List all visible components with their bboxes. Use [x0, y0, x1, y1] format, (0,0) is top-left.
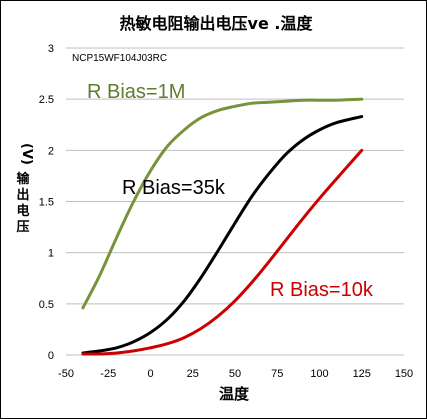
series-line-0	[81, 97, 364, 310]
y-axis-label-unit: (V)	[19, 143, 34, 165]
x-tick-label: 50	[229, 368, 241, 380]
y-axis-label-char: 出	[16, 187, 29, 203]
y-axis-label-char: 电	[16, 203, 29, 219]
y-tick-label: 1	[48, 248, 54, 260]
y-tick-label: 0	[48, 350, 54, 362]
x-tick-label: -50	[58, 368, 74, 380]
series-line-1	[81, 115, 364, 355]
y-tick-label: 2	[48, 145, 54, 157]
x-axis-label: 温度	[219, 385, 250, 403]
y-axis-label-char: 压	[16, 220, 29, 235]
series-lines	[81, 97, 364, 356]
x-tick-label: 0	[147, 368, 153, 380]
x-tick-label: 150	[395, 368, 413, 380]
y-tick-label: 3	[48, 43, 54, 55]
y-tick-label: 0.5	[39, 299, 54, 311]
y-tick-labels: 0 0.5 1 1.5 2 2.5 3	[39, 43, 54, 362]
y-tick-label: 2.5	[39, 94, 54, 106]
part-number: NCP15WF104J03RC	[72, 53, 167, 64]
legend-label-10k: R Bias=10k	[270, 279, 374, 301]
x-tick-label: 125	[353, 368, 371, 380]
x-tick-label: -25	[100, 368, 116, 380]
y-axis-label-char: 输	[16, 171, 30, 187]
y-tick-label: 1.5	[39, 197, 54, 209]
x-tick-label: 75	[271, 368, 283, 380]
y-axis-label: (V) 输出电压	[16, 143, 34, 235]
x-tick-label: 25	[187, 368, 199, 380]
x-tick-labels: -50 -25 0 25 50 75 100 125 150	[58, 368, 413, 380]
chart-title: 热敏电阻输出电压ve .温度	[120, 14, 314, 33]
series-line-2	[81, 148, 364, 356]
legend-label-1m: R Bias=1M	[87, 81, 185, 103]
x-tick-label: 100	[310, 368, 328, 380]
legend-label-35k: R Bias=35k	[122, 177, 226, 199]
grid-lines	[66, 47, 404, 356]
